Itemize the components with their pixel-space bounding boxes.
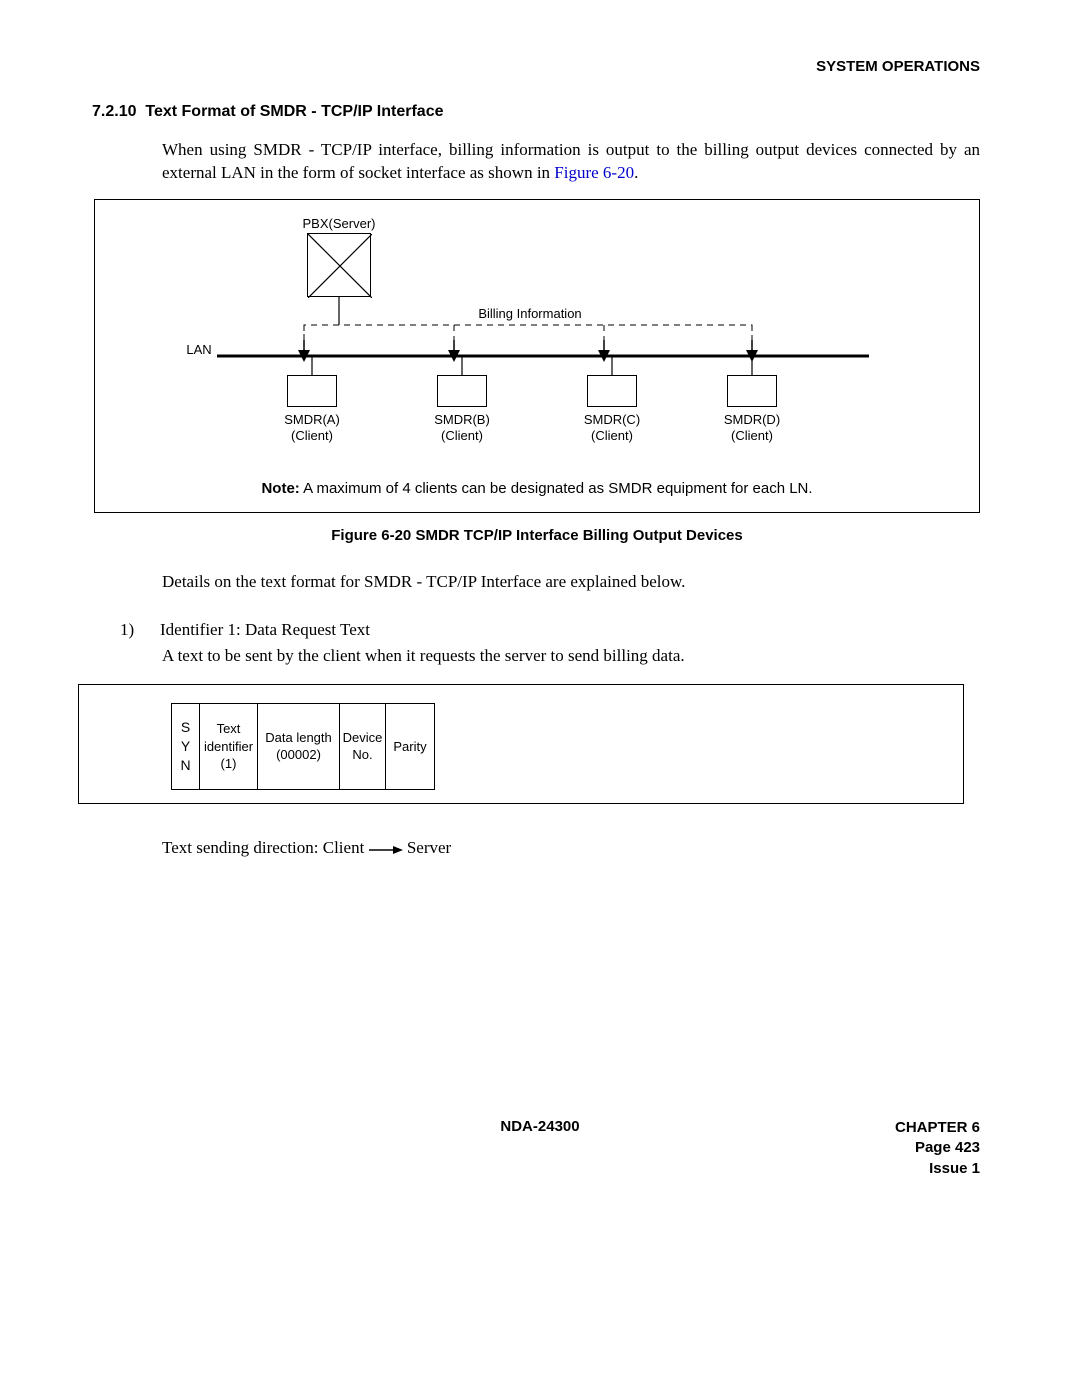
client-b-name: SMDR(B) <box>417 412 507 427</box>
client-box-c <box>587 375 637 407</box>
footer-chapter: CHAPTER 6 <box>895 1118 980 1138</box>
client-b-role: (Client) <box>417 428 507 443</box>
section-number: 7.2.10 <box>92 103 136 120</box>
footer-right: CHAPTER 6 Page 423 Issue 1 <box>895 1118 980 1179</box>
sending-direction: Text sending direction: Client Server <box>162 838 980 858</box>
figure-caption: Figure 6-20 SMDR TCP/IP Interface Billin… <box>94 527 980 544</box>
details-text: Details on the text format for SMDR - TC… <box>162 572 980 592</box>
arrow-group <box>298 340 758 362</box>
diagram-note: Note: A maximum of 4 clients can be desi… <box>95 480 979 497</box>
client-a-role: (Client) <box>267 428 357 443</box>
list-title: Identifier 1: Data Request Text <box>160 620 370 639</box>
client-box-a <box>287 375 337 407</box>
para-tail: . <box>634 163 638 182</box>
figure-6-20-frame: PBX(Server) Billing Information LAN <box>94 199 980 513</box>
intro-paragraph: When using SMDR - TCP/IP interface, bill… <box>162 139 980 185</box>
client-d-name: SMDR(D) <box>707 412 797 427</box>
diagram-lines-svg <box>95 200 979 512</box>
footer-page: Page 423 <box>895 1138 980 1158</box>
footer-doc-no: NDA-24300 <box>100 1118 980 1135</box>
note-text: A maximum of 4 clients can be designated… <box>300 480 813 497</box>
packet-table: S Y N Text identifier (1) Data length (0… <box>171 703 435 790</box>
packet-cell-syn: S Y N <box>172 704 200 789</box>
section-heading: 7.2.10 Text Format of SMDR - TCP/IP Inte… <box>92 103 980 121</box>
figure-link[interactable]: Figure 6-20 <box>554 163 634 182</box>
page-header: SYSTEM OPERATIONS <box>100 58 980 75</box>
list-desc: A text to be sent by the client when it … <box>162 646 980 666</box>
sending-post: Server <box>407 838 451 857</box>
packet-cell-parity: Parity <box>386 704 434 789</box>
note-bold: Note: <box>261 480 299 497</box>
client-box-b <box>437 375 487 407</box>
packet-cell-data-length: Data length (00002) <box>258 704 340 789</box>
client-box-d <box>727 375 777 407</box>
packet-frame: S Y N Text identifier (1) Data length (0… <box>78 684 964 804</box>
footer-issue: Issue 1 <box>895 1159 980 1179</box>
sending-pre: Text sending direction: Client <box>162 838 369 857</box>
packet-cell-device-no: Device No. <box>340 704 386 789</box>
list-item-1: 1)Identifier 1: Data Request Text <box>120 620 980 640</box>
arrow-right-icon <box>369 845 403 855</box>
client-c-name: SMDR(C) <box>567 412 657 427</box>
client-d-role: (Client) <box>707 428 797 443</box>
list-number: 1) <box>120 620 160 640</box>
section-title: Text Format of SMDR - TCP/IP Interface <box>145 103 443 120</box>
page-footer: NDA-24300 CHAPTER 6 Page 423 Issue 1 <box>100 1118 980 1135</box>
client-c-role: (Client) <box>567 428 657 443</box>
client-a-name: SMDR(A) <box>267 412 357 427</box>
packet-cell-text-identifier: Text identifier (1) <box>200 704 258 789</box>
